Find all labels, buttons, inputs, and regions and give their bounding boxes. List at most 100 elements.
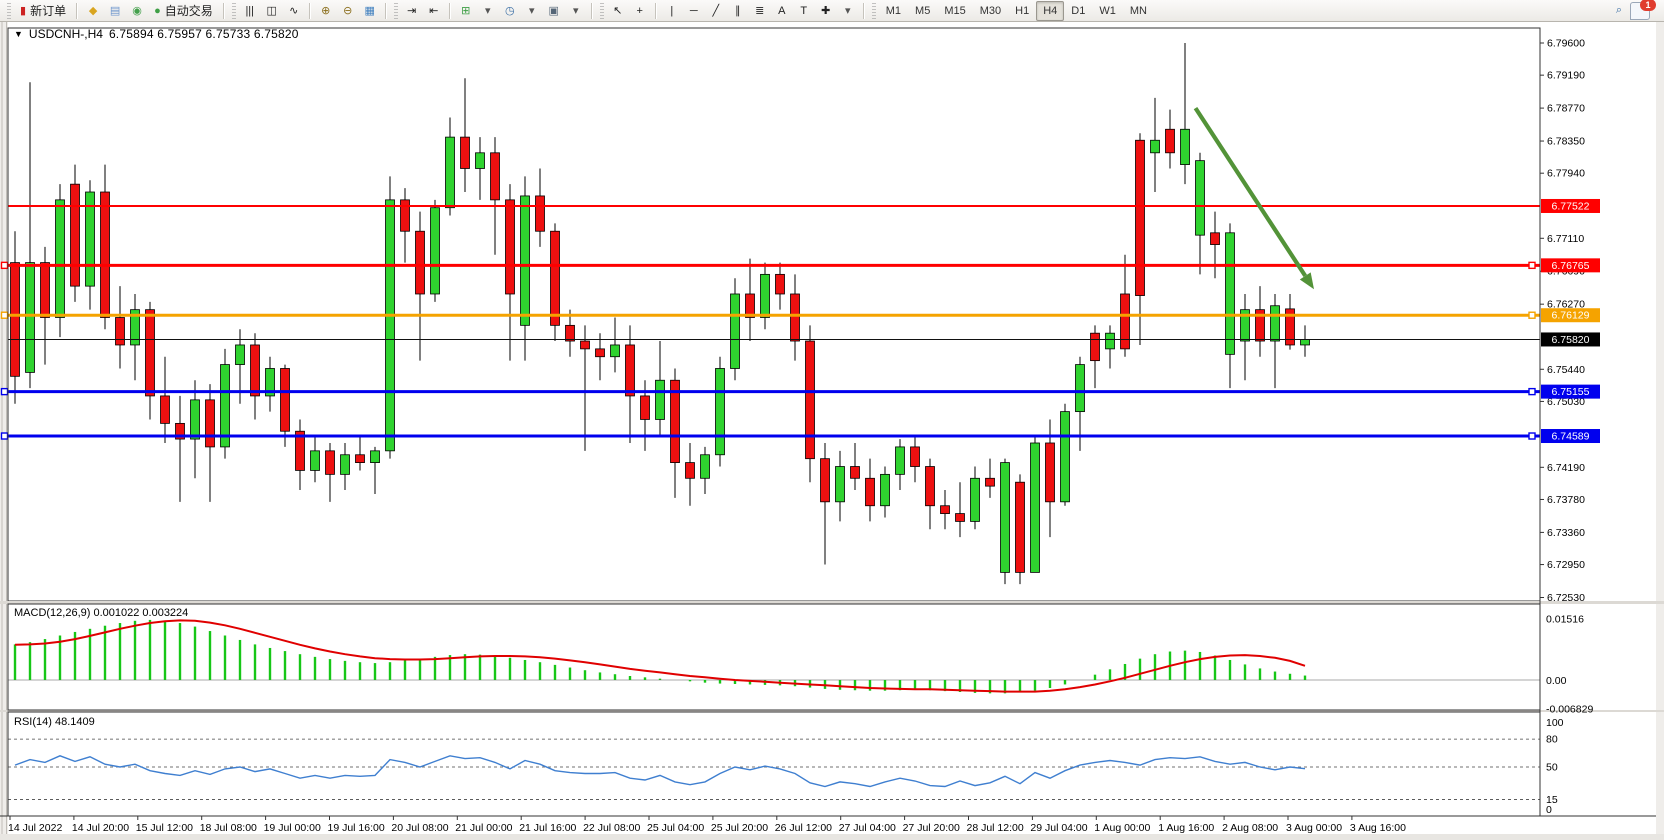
crosshair-icon[interactable]: +: [629, 1, 651, 21]
timeframe-m30-button[interactable]: M30: [979, 4, 1002, 17]
time-tick-label: 19 Jul 00:00: [264, 822, 321, 834]
candle-body: [145, 309, 155, 397]
arrows-icon[interactable]: ✚: [815, 1, 837, 21]
chart-canvas[interactable]: MACD(12,26,9) 0.001022 0.003224 0.01516 0.…: [0, 22, 1664, 840]
time-tick-label: 1 Aug 00:00: [1094, 822, 1150, 834]
notifications-button[interactable]: 1: [1630, 0, 1656, 20]
price-axis[interactable]: 6.79600 6.79190 6.78770 6.78350 6.77940 6.771…: [1539, 28, 1600, 816]
timeframe-h4-button[interactable]: H4: [1036, 0, 1065, 21]
candle-body: [595, 348, 605, 358]
trend-arrow-head[interactable]: [1299, 272, 1314, 290]
vertical-line-icon[interactable]: |: [661, 1, 683, 21]
candle: [85, 180, 95, 310]
candle-body: [295, 430, 305, 471]
candle: [625, 325, 635, 443]
timeframe-mn-button[interactable]: MN: [1129, 4, 1147, 17]
candle-body: [25, 262, 35, 373]
timeframe-m5-button[interactable]: M5: [915, 4, 931, 17]
candle-body: [1120, 293, 1130, 350]
resistance-line-2[interactable]: [0, 261, 1541, 270]
candle: [370, 446, 380, 494]
rsi-label: RSI(14) 48.1409: [14, 716, 95, 728]
timeframe-m15-button[interactable]: M15: [944, 4, 966, 17]
candle-body: [1135, 139, 1145, 296]
trend-arrow[interactable]: [1193, 106, 1315, 290]
price-badge-text: 6.75155: [1552, 386, 1590, 398]
panel-splitter-2[interactable]: [0, 710, 1664, 712]
price-badge-text: 6.76129: [1552, 310, 1590, 322]
templates-dropdown-icon[interactable]: ▾: [565, 1, 587, 21]
trendline-icon[interactable]: ╱: [705, 1, 727, 21]
trade-history-icon[interactable]: ◆: [82, 1, 104, 21]
candle: [985, 458, 995, 498]
resistance-line-2-left-anchor[interactable]: [0, 261, 9, 270]
time-tick-label: 21 Jul 16:00: [519, 822, 576, 834]
chart-title-bar[interactable]: ▼ USDCNH-,H4 6.75894 6.75957 6.75733 6.7…: [14, 27, 299, 41]
autotrading-button[interactable]: ● 自动交易: [148, 1, 219, 21]
signals-icon[interactable]: ◉: [126, 1, 148, 21]
zoom-out-icon[interactable]: ⊖: [337, 1, 359, 21]
resistance-line-2-right-anchor[interactable]: [1528, 261, 1536, 270]
text-icon[interactable]: A: [771, 1, 793, 21]
macd-panel[interactable]: MACD(12,26,9) 0.001022 0.003224 0.01516 0.…: [7, 603, 1593, 715]
candle: [520, 176, 530, 361]
horizontal-line-icon[interactable]: ─: [683, 1, 705, 21]
candle: [430, 199, 440, 302]
chart-shift-icon[interactable]: ⇤: [423, 1, 445, 21]
new-order-button-label: 新订单: [30, 4, 67, 18]
bar-chart-icon[interactable]: |||: [239, 1, 261, 21]
zoom-in-icon[interactable]: ⊕: [315, 1, 337, 21]
tile-windows-icon[interactable]: ▦: [359, 1, 381, 21]
text-label-icon[interactable]: T: [793, 1, 815, 21]
panel-splitter-1[interactable]: [0, 601, 1664, 604]
vertical-line-icon: |: [670, 4, 674, 17]
candle: [385, 176, 395, 459]
search-icon[interactable]: ⌕: [1608, 1, 1630, 21]
candle: [130, 293, 140, 381]
templates-icon[interactable]: ▣: [543, 1, 565, 21]
new-order-button[interactable]: ▮ 新订单: [14, 1, 72, 21]
indicators-dropdown-icon[interactable]: ▾: [477, 1, 499, 21]
cursor-icon[interactable]: ↖: [607, 1, 629, 21]
autotrading-icon: ●: [154, 4, 161, 17]
candle: [55, 184, 65, 338]
left-window-edge: [0, 22, 8, 840]
candle: [835, 450, 845, 522]
indicators-dropdown-icon: ▾: [484, 5, 491, 17]
main-price-panel[interactable]: [0, 27, 1541, 602]
support-line-1-left-anchor[interactable]: [0, 387, 9, 396]
support-line-1-right-anchor[interactable]: [1528, 387, 1536, 396]
publish-chart-icon[interactable]: ▤: [104, 1, 126, 21]
pivot-line-left-anchor[interactable]: [0, 311, 9, 319]
timeframe-h1-button[interactable]: H1: [1015, 4, 1030, 17]
line-chart-icon[interactable]: ∿: [283, 1, 305, 21]
timeframe-m1-button[interactable]: M1: [885, 4, 902, 17]
time-tick-label: 25 Jul 04:00: [647, 822, 704, 834]
arrows-dropdown-icon[interactable]: ▾: [837, 1, 859, 21]
pivot-line[interactable]: [0, 311, 1541, 319]
equidistant-channel-icon[interactable]: ∥: [727, 1, 749, 21]
candle-body: [1225, 232, 1235, 355]
fibonacci-icon[interactable]: ≣: [749, 1, 771, 21]
time-tick-label: 19 Jul 16:00: [328, 822, 385, 834]
chart-dropdown-icon[interactable]: ▼: [14, 29, 23, 39]
candle-body: [1150, 139, 1160, 154]
indicators-add-icon[interactable]: ⊞: [455, 1, 477, 21]
support-line-2-left-anchor[interactable]: [0, 432, 9, 440]
pivot-line-right-anchor[interactable]: [1528, 311, 1536, 319]
price-tick-label: 6.76270: [1547, 299, 1585, 311]
trend-arrow-shaft[interactable]: [1193, 106, 1307, 278]
auto-scroll-icon[interactable]: ⇥: [401, 1, 423, 21]
timeframe-w1-button[interactable]: W1: [1099, 4, 1116, 17]
rsi-axis-tick: 100: [1546, 717, 1564, 729]
candle: [310, 435, 320, 483]
time-axis[interactable]: 14 Jul 2022 14 Jul 20:00 15 Jul 12:00 18 Ju…: [0, 815, 1656, 834]
arrows-dropdown-icon: ▾: [844, 5, 851, 17]
periods-dropdown-icon[interactable]: ▾: [521, 1, 543, 21]
candle-body: [1195, 160, 1205, 236]
candlestick-chart-icon[interactable]: ◫: [261, 1, 283, 21]
periods-clock-icon[interactable]: ◷: [499, 1, 521, 21]
support-line-2-right-anchor[interactable]: [1528, 432, 1536, 440]
candle-body: [1090, 332, 1100, 362]
timeframe-d1-button[interactable]: D1: [1071, 4, 1086, 17]
